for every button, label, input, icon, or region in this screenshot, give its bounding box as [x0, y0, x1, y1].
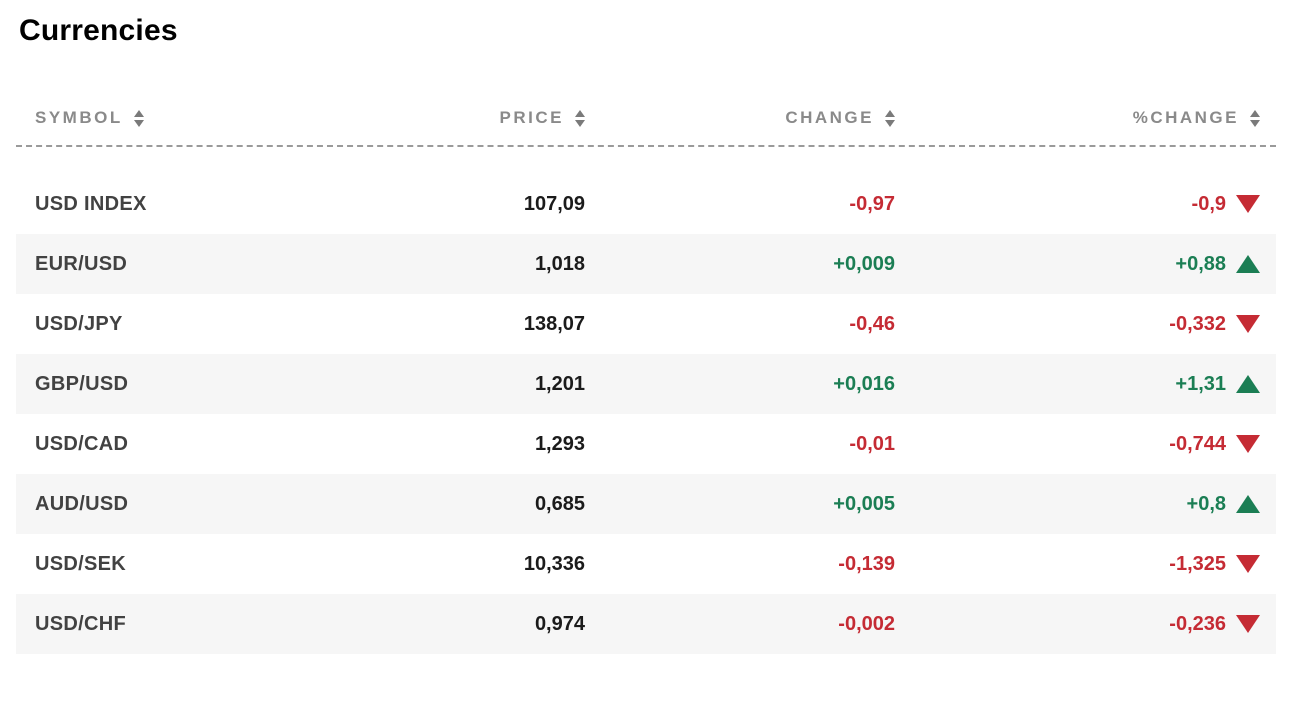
table-row: GBP/USD 1,201 +0,016 +1,31 [16, 354, 1276, 414]
pct-change-cell: -1,325 [895, 553, 1260, 576]
pct-change-cell: +0,8 [895, 493, 1260, 516]
pct-change-cell: -0,744 [895, 433, 1260, 456]
up-triangle-icon [1236, 495, 1260, 513]
price-cell: 1,201 [534, 372, 585, 395]
change-cell: +0,009 [833, 252, 895, 275]
pct-change-cell: -0,236 [895, 613, 1260, 636]
symbol-cell[interactable]: USD INDEX [35, 192, 147, 215]
table-header-row: SYMBOL PRICE CHANGE %CHANGE [16, 107, 1276, 147]
price-cell: 10,336 [523, 552, 585, 575]
price-cell: 0,974 [534, 612, 585, 635]
pct-change-value: -1,325 [1169, 552, 1226, 575]
price-cell: 138,07 [523, 312, 585, 335]
column-header-label: PRICE [499, 108, 564, 127]
column-header-label: SYMBOL [35, 108, 123, 127]
pct-change-value: -0,236 [1169, 612, 1226, 635]
column-header-label: %CHANGE [1132, 108, 1239, 127]
price-cell: 0,685 [534, 492, 585, 515]
down-triangle-icon [1236, 315, 1260, 333]
symbol-cell[interactable]: USD/CAD [35, 432, 129, 455]
column-header-label: CHANGE [785, 108, 874, 127]
change-cell: -0,46 [849, 312, 895, 335]
table-row: USD/CAD 1,293 -0,01 -0,744 [16, 414, 1276, 474]
price-cell: 1,293 [534, 432, 585, 455]
up-triangle-icon [1236, 375, 1260, 393]
table-row: AUD/USD 0,685 +0,005 +0,8 [16, 474, 1276, 534]
sort-arrows-icon [885, 109, 895, 127]
page-title: Currencies [19, 14, 178, 47]
pct-change-cell: +1,31 [895, 373, 1260, 396]
symbol-cell[interactable]: GBP/USD [35, 372, 129, 395]
symbol-cell[interactable]: USD/SEK [35, 552, 127, 575]
column-header-pct-change[interactable]: %CHANGE [895, 108, 1260, 128]
symbol-cell[interactable]: AUD/USD [35, 492, 129, 515]
down-triangle-icon [1236, 435, 1260, 453]
change-cell: -0,139 [838, 552, 895, 575]
pct-change-value: +0,88 [1175, 252, 1226, 275]
table-row: EUR/USD 1,018 +0,009 +0,88 [16, 234, 1276, 294]
table-row: USD INDEX 107,09 -0,97 -0,9 [16, 174, 1276, 234]
table-body: USD INDEX 107,09 -0,97 -0,9 EUR/USD 1,01… [16, 174, 1276, 654]
pct-change-value: +1,31 [1175, 372, 1226, 395]
pct-change-value: +0,8 [1186, 492, 1226, 515]
change-cell: +0,005 [833, 492, 895, 515]
pct-change-cell: -0,332 [895, 313, 1260, 336]
down-triangle-icon [1236, 615, 1260, 633]
table-row: USD/SEK 10,336 -0,139 -1,325 [16, 534, 1276, 594]
pct-change-value: -0,332 [1169, 312, 1226, 335]
column-header-change[interactable]: CHANGE [585, 108, 895, 128]
change-cell: -0,01 [849, 432, 895, 455]
currencies-widget: Currencies SYMBOL PRICE CHANGE %CHANGE U… [16, 14, 1276, 654]
symbol-cell[interactable]: USD/JPY [35, 312, 123, 335]
pct-change-value: -0,9 [1191, 192, 1226, 215]
change-cell: -0,002 [838, 612, 895, 635]
pct-change-cell: +0,88 [895, 253, 1260, 276]
sort-arrows-icon [133, 109, 144, 127]
column-header-price[interactable]: PRICE [386, 108, 585, 128]
up-triangle-icon [1236, 255, 1260, 273]
currencies-table: SYMBOL PRICE CHANGE %CHANGE USD INDEX 10… [16, 107, 1276, 654]
down-triangle-icon [1236, 555, 1260, 573]
table-row: USD/JPY 138,07 -0,46 -0,332 [16, 294, 1276, 354]
change-cell: +0,016 [833, 372, 895, 395]
column-header-symbol[interactable]: SYMBOL [35, 108, 386, 128]
price-cell: 107,09 [523, 192, 585, 215]
price-cell: 1,018 [534, 252, 585, 275]
pct-change-cell: -0,9 [895, 193, 1260, 216]
sort-arrows-icon [1250, 109, 1260, 127]
down-triangle-icon [1236, 195, 1260, 213]
pct-change-value: -0,744 [1169, 432, 1226, 455]
symbol-cell[interactable]: EUR/USD [35, 252, 128, 275]
symbol-cell[interactable]: USD/CHF [35, 612, 126, 635]
sort-arrows-icon [575, 109, 585, 127]
change-cell: -0,97 [849, 192, 895, 215]
table-row: USD/CHF 0,974 -0,002 -0,236 [16, 594, 1276, 654]
